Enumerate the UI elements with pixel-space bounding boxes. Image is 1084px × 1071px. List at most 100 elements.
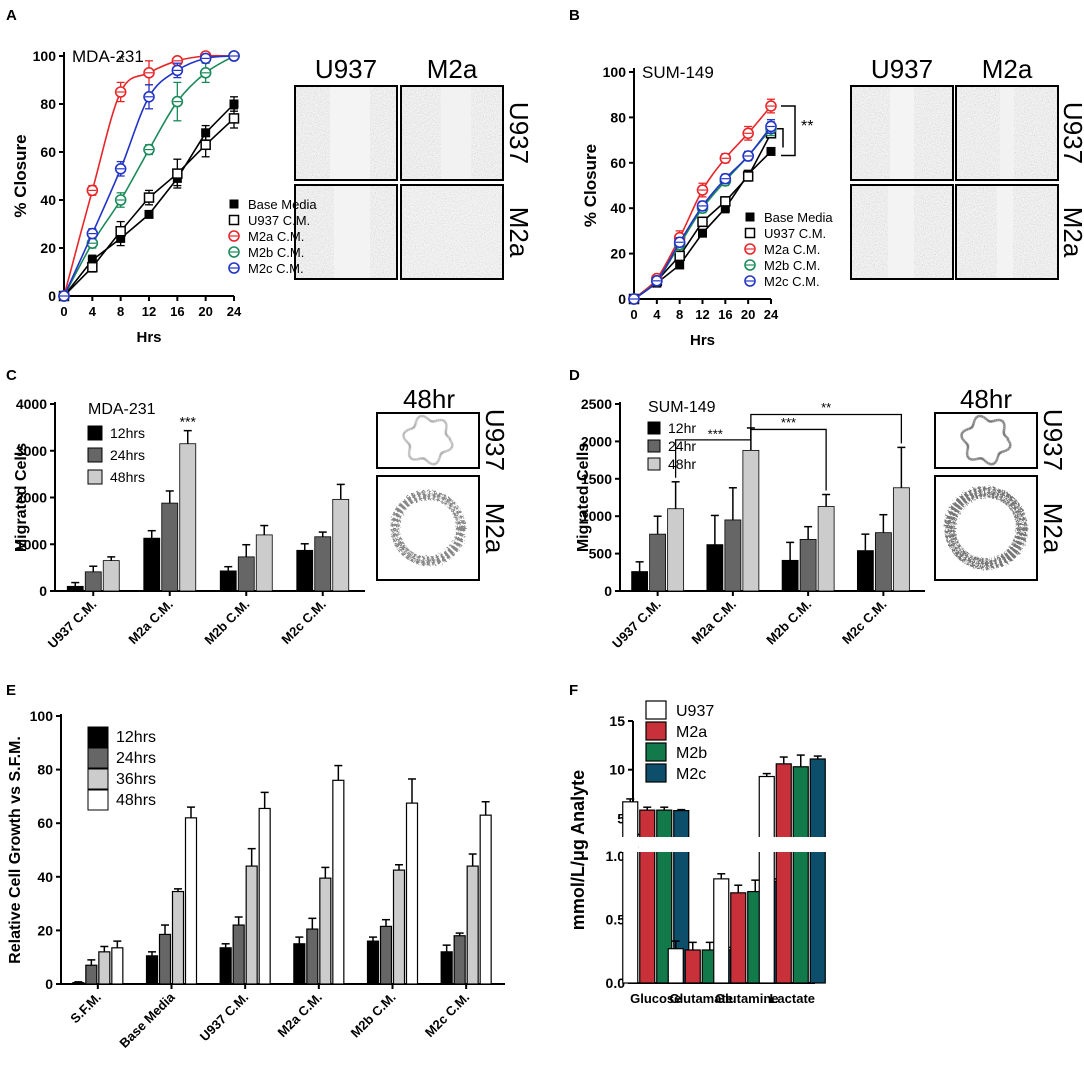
bar-48hrs — [258, 791, 271, 985]
ring-speckle-dot — [444, 427, 448, 431]
ring-speckle-dot — [448, 438, 452, 442]
panel-label-d: D — [569, 367, 580, 384]
bar-24hrs — [306, 917, 319, 985]
y-tick-label: 1500 — [581, 471, 612, 487]
y-tick-label: 20 — [40, 240, 56, 256]
x-tick-label: 12 — [142, 304, 156, 319]
ring-image-c-u937 — [376, 412, 480, 469]
bar-24hrs — [85, 959, 98, 985]
bar-break-gap — [655, 837, 673, 852]
y-tick-label: 1000 — [581, 508, 612, 524]
image-row-label-m2a: M2a — [1038, 503, 1068, 554]
ring-images-d: 48hr U937 M2a — [934, 384, 1068, 581]
bar-rect — [332, 498, 350, 592]
axes: 0 20 40 60 80 100 0 4 8 12 16 20 24 Hrs % Closure MDA-2… — [11, 47, 242, 346]
ring-images-c: 48hr U937 M2a — [376, 384, 510, 581]
data-point — [229, 99, 239, 109]
bar-48hrs — [332, 483, 350, 592]
legend-label: M2c — [676, 766, 706, 783]
bar-12hr — [631, 561, 649, 592]
ring-speckle-dot — [965, 452, 969, 456]
y-tick-label: 20 — [610, 246, 626, 262]
chart-title: MDA-231 — [88, 401, 156, 418]
bar-rect — [219, 570, 237, 592]
legend: 12hrs 24hrs 48hrs — [87, 425, 145, 485]
x-tick-label: 20 — [198, 304, 212, 319]
image-time-label-48hr: 48hr — [403, 384, 455, 414]
image-col-label-m2a: M2a — [427, 54, 478, 84]
y-tick-label: 1000 — [16, 536, 47, 552]
scratch-image-b-u937-u937 — [850, 85, 954, 181]
data-point — [696, 184, 709, 196]
legend-label: 48hrs — [116, 792, 156, 809]
legend-swatch — [87, 447, 103, 463]
bar-rect — [145, 955, 159, 985]
bar-48hrs — [179, 429, 197, 592]
image-row-label-u937: U937 — [480, 409, 510, 471]
x-tick-label: M2b C.M. — [201, 597, 252, 648]
legend-label: 12hrs — [116, 729, 156, 746]
ring-speckle-dot — [415, 418, 418, 422]
significance-marker: *** — [708, 426, 723, 441]
ring-speckle-dot — [411, 426, 415, 430]
ring-speckle-dot — [408, 445, 412, 448]
panel-label-f: F — [569, 682, 578, 699]
data-point — [171, 64, 184, 77]
data-point — [143, 143, 155, 156]
ring-speckle-dot — [405, 440, 409, 443]
bar-rect — [684, 949, 701, 984]
data-point — [720, 196, 731, 207]
bar-48hrs — [332, 764, 345, 985]
x-tick-label: 24 — [764, 307, 779, 322]
data-point — [87, 255, 97, 265]
ring-speckle-dot — [415, 458, 419, 461]
ring-speckle-dot — [411, 457, 415, 461]
ring-speckle-dot — [420, 456, 424, 460]
data-point — [765, 100, 777, 112]
bar-24hrs — [158, 924, 172, 985]
bar-rect — [258, 807, 271, 985]
image-row-label-m2a: M2a — [480, 503, 510, 554]
bar-36hrs — [319, 866, 332, 985]
scratch-image-b-u937-m2a — [850, 184, 954, 280]
ring-speckle-dot — [448, 437, 452, 440]
bar-48hrs — [255, 524, 273, 592]
bar-24hr — [649, 515, 667, 592]
x-axis-title: Hrs — [690, 332, 715, 349]
data-point — [143, 192, 155, 203]
ring-speckle-dot — [438, 418, 441, 422]
y-tick-label: 0.0 — [606, 975, 626, 991]
bar-rect — [379, 925, 393, 985]
x-tick-label: 0 — [60, 304, 67, 319]
ring-speckle-dot — [432, 462, 436, 466]
x-tick-label: M2a C.M. — [125, 597, 175, 647]
legend-label: U937 — [676, 703, 714, 720]
series-m2c-c-m- — [628, 119, 777, 305]
ring-speckle-dot — [409, 427, 412, 431]
y-tick-label: 0 — [48, 288, 56, 304]
bar-48hrs — [102, 556, 120, 592]
bar-48hr — [892, 446, 910, 592]
ring-speckle-dot — [414, 422, 417, 426]
ring-speckle-dot — [402, 431, 406, 435]
bar-48hr — [667, 481, 685, 592]
ring-speckle-dot — [427, 460, 431, 464]
y-tick-label: 60 — [610, 155, 626, 171]
bar-m2a — [684, 941, 701, 984]
data-point — [673, 236, 686, 249]
legend-swatch — [645, 742, 667, 762]
y-tick-label: 100 — [603, 64, 627, 80]
y-tick-label: 80 — [610, 109, 626, 125]
bar-36hrs — [245, 847, 258, 985]
x-tick-label: M2c C.M. — [839, 597, 889, 647]
x-tick-label: M2c C.M. — [278, 597, 328, 647]
legend-marker — [744, 259, 756, 271]
legend-swatch — [87, 768, 109, 790]
ring-speckle-dot — [403, 430, 407, 434]
x-tick-label: 20 — [741, 307, 755, 322]
legend-marker — [744, 243, 756, 255]
bar-break-gap — [621, 837, 639, 852]
bar-rect — [366, 940, 380, 985]
y-tick-label: 0 — [618, 291, 626, 307]
